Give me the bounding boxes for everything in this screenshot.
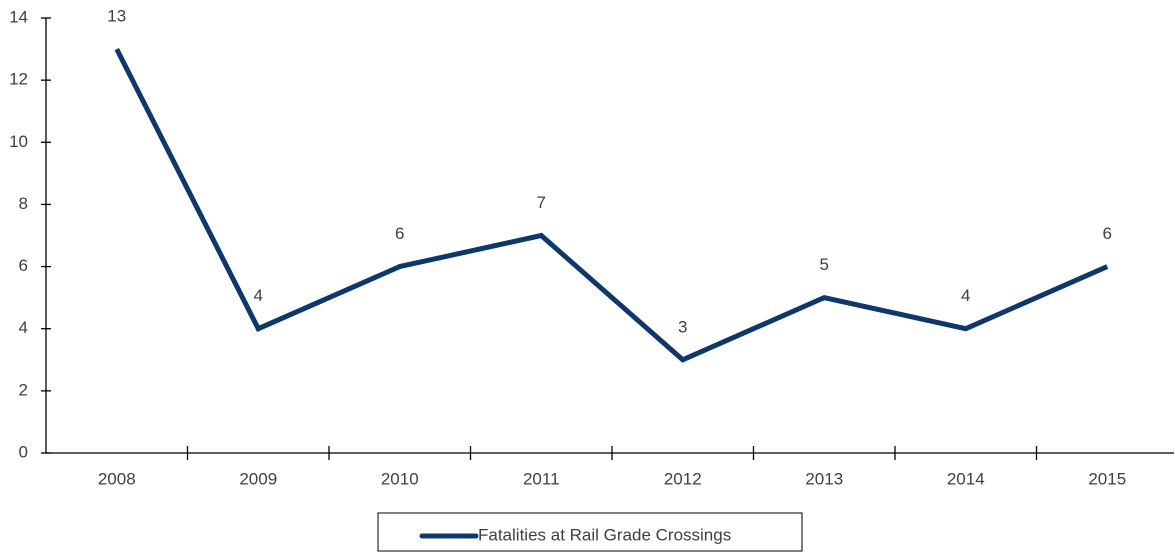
x-tick-label: 2009 [239,469,277,488]
y-tick-label: 8 [19,194,28,213]
x-tick-label: 2008 [98,469,136,488]
y-tick-label: 0 [19,442,28,461]
data-label: 4 [254,286,263,305]
data-label: 5 [820,255,829,274]
y-tick-label: 6 [19,256,28,275]
line-series [114,47,1109,363]
data-label: 6 [1103,224,1112,243]
y-tick-label: 14 [9,7,28,26]
legend-box [377,512,803,552]
x-tick-label: 2010 [381,469,419,488]
y-tick-label: 12 [9,70,28,89]
legend-label: Fatalities at Rail Grade Crossings [478,525,731,544]
data-label: 6 [395,224,404,243]
x-tick-label: 2012 [664,469,702,488]
legend: Fatalities at Rail Grade Crossings [377,512,803,552]
y-tick-label: 2 [19,380,28,399]
x-tick-label: 2015 [1088,469,1126,488]
data-label: 3 [678,317,687,336]
data-label: 7 [537,193,546,212]
x-tick-label: 2013 [805,469,843,488]
y-tick-label: 10 [9,132,28,151]
x-tick-label: 2011 [523,469,560,488]
x-tick-label: 2014 [947,469,985,488]
y-tick-label: 4 [19,318,28,337]
data-label: 4 [961,286,970,305]
data-label: 13 [107,7,126,26]
